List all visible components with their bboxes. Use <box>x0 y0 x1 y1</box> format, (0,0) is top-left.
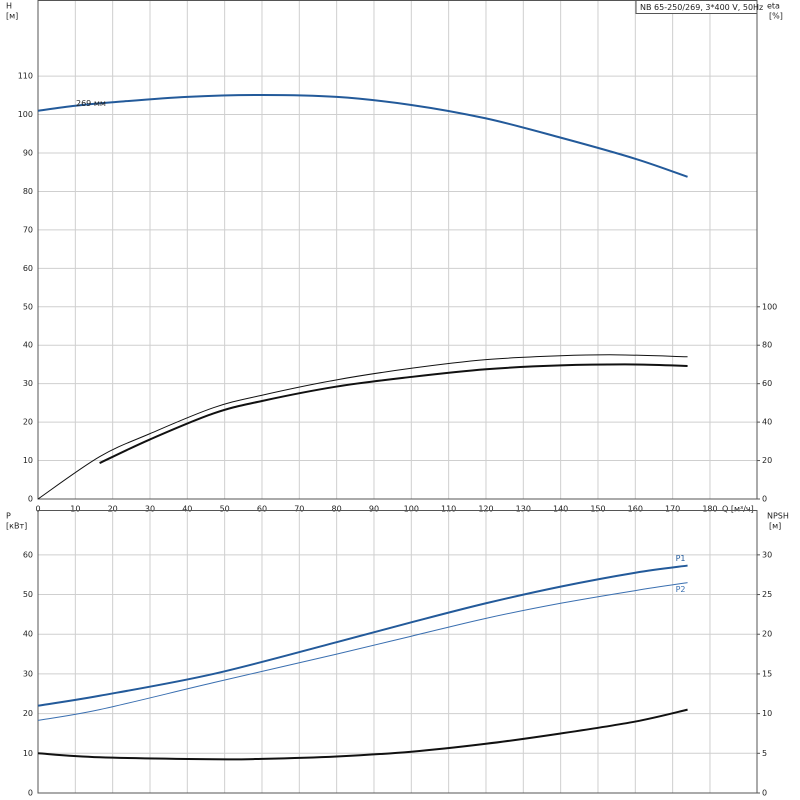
y-tick-label: 10 <box>23 749 33 758</box>
y-tick-label: 90 <box>23 149 33 158</box>
y2-tick-label: 20 <box>762 630 772 639</box>
x-axis-label: Q [м³/ч] <box>722 505 754 514</box>
y-axis-label: P <box>6 512 11 521</box>
y-axis-label: H <box>6 2 12 11</box>
curve <box>99 363 688 464</box>
x-tick-label: 60 <box>257 505 267 514</box>
y-tick-label: 40 <box>23 341 33 350</box>
y2-tick-label: 25 <box>762 590 772 599</box>
y-tick-label: 110 <box>18 72 33 81</box>
y2-tick-label: 40 <box>762 418 772 427</box>
y-tick-label: 0 <box>28 495 33 504</box>
x-tick-label: 180 <box>702 505 717 514</box>
y2-tick-label: 15 <box>762 669 772 678</box>
x-tick-label: 170 <box>665 505 680 514</box>
chart-title: NB 65-250/269, 3*400 V, 50Hz <box>640 3 763 12</box>
y-tick-label: 30 <box>23 669 33 678</box>
y-tick-label: 0 <box>28 789 33 798</box>
y2-axis-label: eta <box>767 2 780 11</box>
x-tick-label: 10 <box>70 505 80 514</box>
y-tick-label: 50 <box>23 590 33 599</box>
y2-tick-label: 10 <box>762 709 772 718</box>
series-label: P1 <box>676 554 686 563</box>
y2-tick-label: 100 <box>762 302 777 311</box>
x-tick-label: 90 <box>369 505 379 514</box>
curve <box>37 582 688 721</box>
y-tick-label: 50 <box>23 302 33 311</box>
title-box <box>635 0 758 14</box>
y-tick-label: 30 <box>23 379 33 388</box>
y-axis-unit: [м] <box>6 12 18 21</box>
y-tick-label: 70 <box>23 225 33 234</box>
x-tick-label: 160 <box>628 505 643 514</box>
x-tick-label: 70 <box>294 505 304 514</box>
y-tick-label: 80 <box>23 187 33 196</box>
y2-tick-label: 5 <box>762 749 767 758</box>
x-tick-label: 50 <box>220 505 230 514</box>
x-tick-label: 0 <box>35 505 40 514</box>
x-tick-label: 130 <box>516 505 531 514</box>
y-tick-label: 20 <box>23 709 33 718</box>
series-label: P2 <box>676 585 686 594</box>
x-tick-label: 40 <box>182 505 192 514</box>
x-tick-label: 20 <box>108 505 118 514</box>
y2-tick-label: 0 <box>762 789 767 798</box>
y2-tick-label: 30 <box>762 550 772 559</box>
y2-axis-label: NPSH <box>767 512 789 521</box>
x-tick-label: 140 <box>553 505 568 514</box>
plot-frame <box>37 0 758 500</box>
y-axis-unit: [кВт] <box>6 522 27 531</box>
curve <box>37 354 688 500</box>
y2-axis-unit: [м] <box>769 522 781 531</box>
y-tick-label: 20 <box>23 418 33 427</box>
curve-annotation: 269 мм <box>76 99 106 108</box>
y2-tick-label: 0 <box>762 495 767 504</box>
y-tick-label: 40 <box>23 630 33 639</box>
curve <box>37 708 688 761</box>
x-tick-label: 80 <box>332 505 342 514</box>
y-tick-label: 60 <box>23 550 33 559</box>
y2-axis-unit: [%] <box>769 12 783 21</box>
x-tick-label: 100 <box>404 505 419 514</box>
y-tick-label: 60 <box>23 264 33 273</box>
y-tick-label: 100 <box>18 110 33 119</box>
y2-tick-label: 80 <box>762 341 772 350</box>
x-tick-label: 30 <box>145 505 155 514</box>
x-tick-label: 150 <box>590 505 605 514</box>
x-tick-label: 120 <box>478 505 493 514</box>
curve <box>37 564 688 707</box>
curve <box>37 93 688 178</box>
y2-tick-label: 60 <box>762 379 772 388</box>
x-tick-label: 110 <box>441 505 456 514</box>
y2-tick-label: 20 <box>762 456 772 465</box>
y-tick-label: 10 <box>23 456 33 465</box>
plot-frame <box>37 510 758 794</box>
